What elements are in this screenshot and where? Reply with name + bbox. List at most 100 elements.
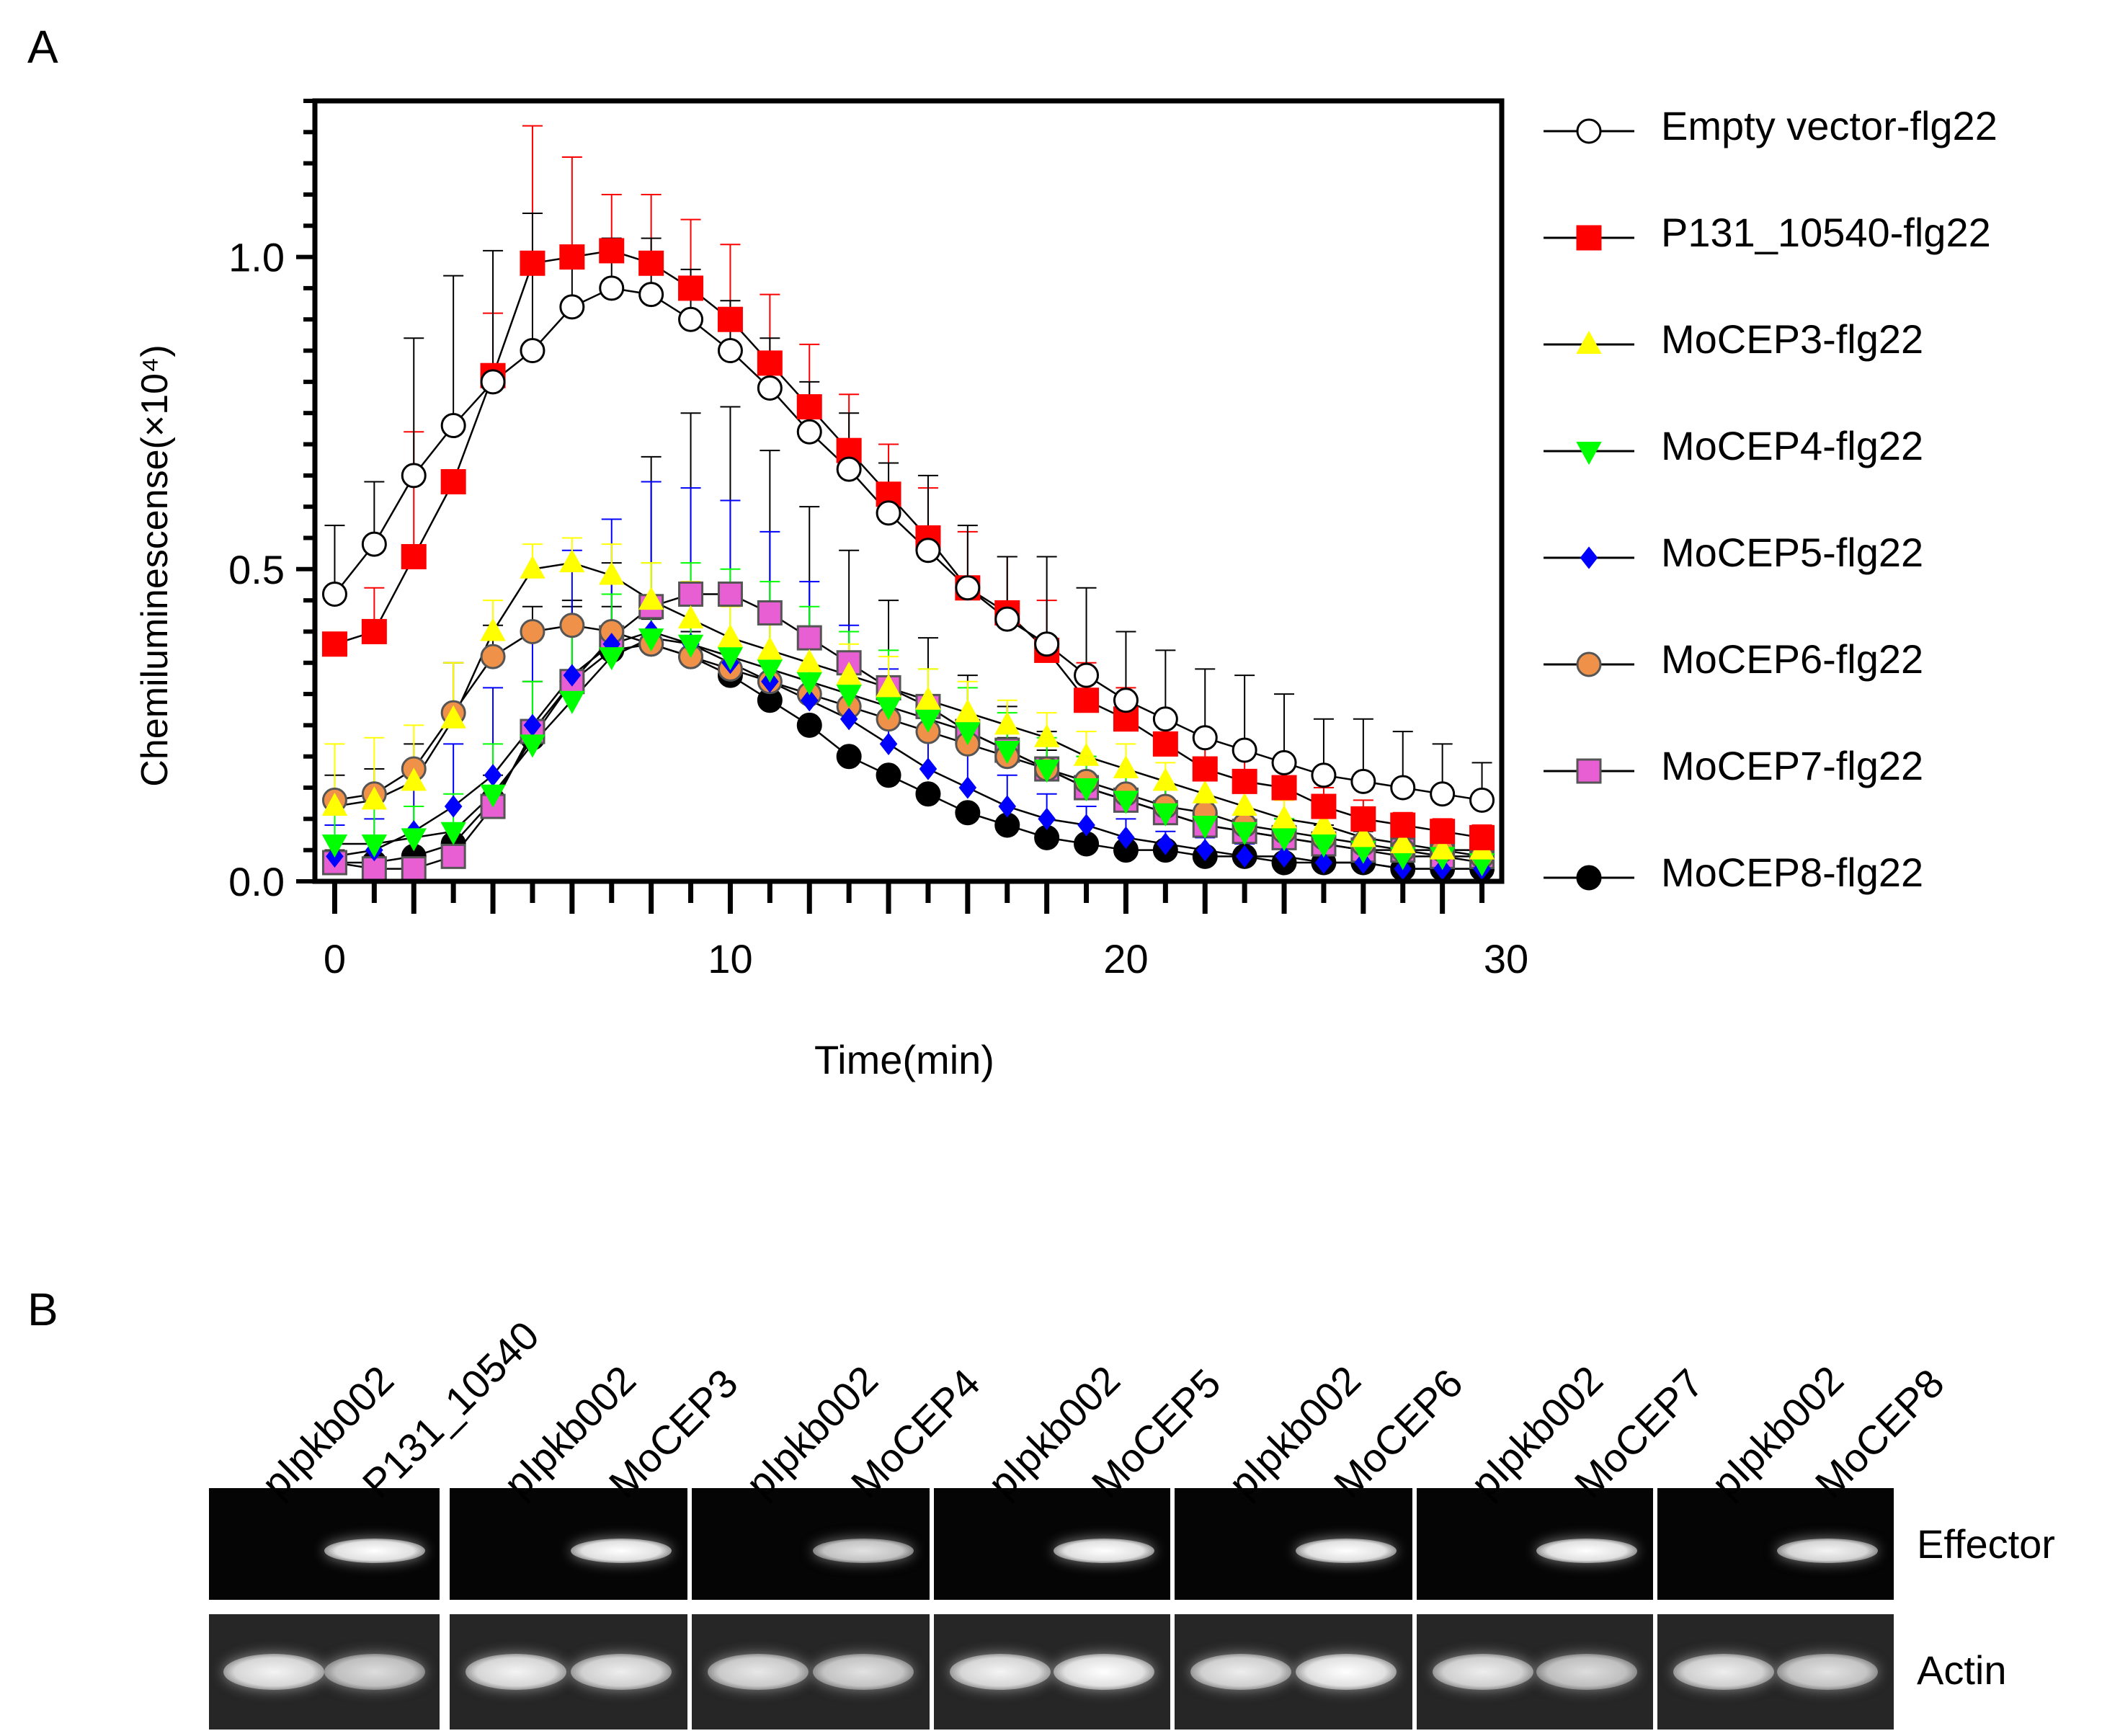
legend-swatch <box>1544 546 1634 569</box>
actin-band <box>1673 1654 1774 1690</box>
data-point-mocep3-flg22 <box>717 624 744 648</box>
data-point-empty-vector-flg22 <box>678 306 704 332</box>
data-point-empty-vector-flg22 <box>321 581 347 607</box>
data-point-p131-10540-flg22 <box>1311 793 1337 819</box>
data-point-p131-10540-flg22 <box>638 250 664 276</box>
legend-label: MoCEP5-flg22 <box>1661 530 1924 575</box>
y-axis-label: Chemiluminescense(×10⁴) <box>134 344 176 786</box>
data-point-mocep4-flg22 <box>520 734 545 758</box>
data-point-mocep8-flg22 <box>876 762 901 788</box>
effector-band <box>1054 1539 1155 1563</box>
data-point-empty-vector-flg22 <box>876 500 901 526</box>
data-point-mocep3-flg22 <box>361 786 388 810</box>
actin-band <box>570 1654 672 1690</box>
data-point-mocep7-flg22 <box>678 581 704 607</box>
panel-b-label: B <box>27 1283 58 1335</box>
data-point-empty-vector-flg22 <box>480 369 506 395</box>
data-point-mocep4-flg22 <box>1073 778 1100 802</box>
data-point-mocep8-flg22 <box>915 781 941 807</box>
effector-band <box>1777 1539 1879 1563</box>
legend-marker-mocep3-flg22 <box>1576 330 1602 354</box>
x-tick-label: 10 <box>708 936 752 981</box>
gel-panel-effector <box>934 1488 1170 1600</box>
gel-panel-actin <box>209 1614 440 1730</box>
legend-label: MoCEP6-flg22 <box>1661 636 1924 682</box>
gel-panel-effector <box>692 1488 930 1600</box>
data-point-mocep5-flg22 <box>998 795 1017 818</box>
legend-swatch <box>1544 118 1634 144</box>
data-point-mocep3-flg22 <box>994 711 1020 735</box>
data-point-mocep5-flg22 <box>444 795 463 818</box>
data-point-p131-10540-flg22 <box>1074 687 1100 713</box>
data-point-empty-vector-flg22 <box>1350 768 1376 794</box>
data-point-mocep5-flg22 <box>1275 845 1293 868</box>
data-point-mocep3-flg22 <box>1033 724 1060 747</box>
actin-band <box>466 1654 567 1690</box>
gel-panel-actin <box>1417 1614 1653 1730</box>
data-point-mocep5-flg22 <box>879 732 898 756</box>
data-point-mocep5-flg22 <box>563 664 582 687</box>
effector-band <box>1536 1539 1638 1563</box>
effector-band <box>570 1539 672 1563</box>
series-line-mocep6-flg22 <box>334 624 1482 858</box>
legend-marker-p131-10540-flg22 <box>1576 225 1602 251</box>
data-point-mocep7-flg22 <box>796 625 822 651</box>
data-point-mocep3-flg22 <box>1271 805 1297 829</box>
data-point-mocep3-flg22 <box>836 662 862 685</box>
data-point-empty-vector-flg22 <box>796 419 822 445</box>
data-point-mocep4-flg22 <box>836 685 862 708</box>
data-point-mocep4-flg22 <box>717 647 744 671</box>
data-point-mocep3-flg22 <box>440 705 466 729</box>
row-label-actin: Actin <box>1917 1647 2007 1693</box>
effector-band <box>1295 1539 1397 1563</box>
data-point-mocep4-flg22 <box>1033 760 1060 783</box>
y-tick-label: 0.0 <box>228 859 285 904</box>
data-point-mocep4-flg22 <box>480 784 506 808</box>
data-point-mocep3-flg22 <box>599 561 625 585</box>
row-label-effector: Effector <box>1917 1521 2055 1567</box>
data-point-mocep5-flg22 <box>1077 814 1095 837</box>
gel-panel-actin <box>934 1614 1170 1730</box>
legend-label: Empty vector-flg22 <box>1661 103 1998 148</box>
data-point-mocep3-flg22 <box>1429 836 1456 860</box>
data-point-mocep4-flg22 <box>1113 791 1139 814</box>
data-point-empty-vector-flg22 <box>1469 787 1495 813</box>
data-point-empty-vector-flg22 <box>955 575 981 601</box>
data-point-mocep5-flg22 <box>1235 845 1254 868</box>
series-line-empty-vector-flg22 <box>334 287 1482 801</box>
data-point-empty-vector-flg22 <box>1113 687 1139 713</box>
data-point-p131-10540-flg22 <box>1152 731 1178 757</box>
data-point-mocep3-flg22 <box>1113 755 1139 779</box>
gel-panel-effector <box>450 1488 687 1600</box>
data-point-empty-vector-flg22 <box>638 282 664 308</box>
data-point-mocep4-flg22 <box>401 828 427 852</box>
data-point-mocep6-flg22 <box>559 613 585 638</box>
legend-swatch <box>1544 442 1634 466</box>
y-tick-label: 0.5 <box>228 547 285 592</box>
data-point-empty-vector-flg22 <box>1232 737 1257 763</box>
data-point-empty-vector-flg22 <box>1074 662 1100 688</box>
data-point-mocep8-flg22 <box>836 744 862 770</box>
data-point-mocep3-flg22 <box>1073 742 1100 766</box>
legend-marker-mocep5-flg22 <box>1580 546 1598 569</box>
data-point-p131-10540-flg22 <box>757 350 783 376</box>
data-point-mocep8-flg22 <box>796 712 822 738</box>
legend-label: MoCEP3-flg22 <box>1661 316 1924 362</box>
data-point-empty-vector-flg22 <box>1271 749 1297 775</box>
data-point-mocep8-flg22 <box>955 800 981 826</box>
data-point-mocep3-flg22 <box>401 767 427 791</box>
data-point-empty-vector-flg22 <box>1430 781 1456 807</box>
legend-swatch <box>1544 758 1634 784</box>
data-point-empty-vector-flg22 <box>1311 762 1337 788</box>
gel-panel-effector <box>1417 1488 1653 1600</box>
legend-swatch <box>1544 330 1634 354</box>
plot-frame <box>312 98 1505 884</box>
x-tick-label: 0 <box>324 936 346 981</box>
series-line-mocep4-flg22 <box>334 636 1482 864</box>
legend-label: MoCEP8-flg22 <box>1661 850 1924 895</box>
legend-marker-mocep6-flg22 <box>1576 651 1602 677</box>
data-point-empty-vector-flg22 <box>1390 775 1416 801</box>
data-point-mocep5-flg22 <box>800 689 819 712</box>
data-point-p131-10540-flg22 <box>678 275 704 301</box>
data-point-mocep4-flg22 <box>1271 828 1297 852</box>
